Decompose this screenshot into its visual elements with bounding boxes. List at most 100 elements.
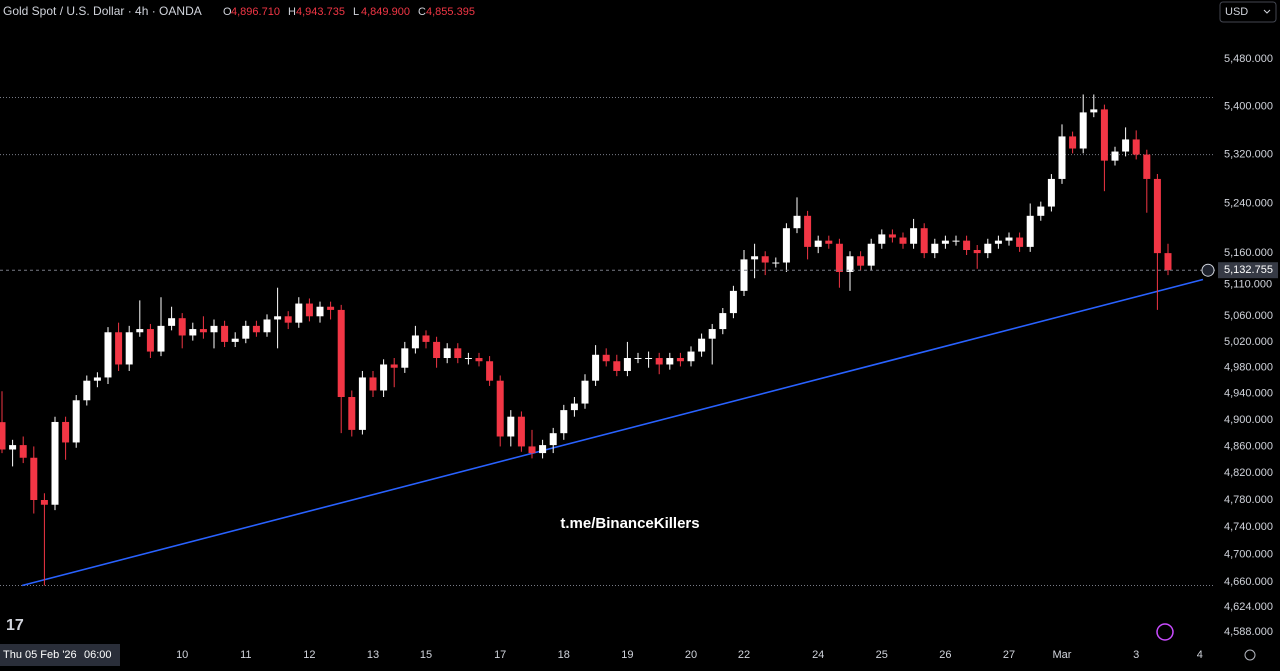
candle-body: [454, 348, 462, 359]
x-tick-label: 20: [685, 649, 697, 661]
candle-body: [751, 256, 759, 260]
candle-body: [687, 351, 695, 362]
candle-body: [1016, 237, 1024, 247]
ohlc-legend: O 4,896.710 H 4,943.735 L 4,849.900 C 4,855.395: [223, 6, 475, 18]
y-tick-label: 4,980.000: [1224, 362, 1273, 374]
candle-body: [888, 234, 896, 238]
candle-body: [708, 329, 716, 339]
y-tick-label: 4,940.000: [1224, 388, 1273, 400]
alert-icon[interactable]: [1156, 623, 1174, 641]
y-tick-label: 4,700.000: [1224, 548, 1273, 560]
candle-body: [920, 228, 928, 254]
candle-body: [464, 358, 472, 360]
candle-body: [83, 380, 91, 401]
dropdown-arrow: [1263, 9, 1271, 14]
settings-icon[interactable]: [1244, 649, 1256, 661]
x-tick-label: 17: [494, 649, 506, 661]
candle-body: [199, 329, 207, 333]
candle-body: [517, 416, 525, 447]
candle-body: [136, 329, 144, 333]
candle-body: [1164, 253, 1172, 271]
candle-body: [1079, 112, 1087, 149]
last-price-box: [1218, 262, 1278, 279]
x-tick-label: 10: [176, 649, 188, 661]
candle-body: [1132, 139, 1140, 155]
candle-body: [0, 422, 6, 450]
candle-body: [146, 329, 154, 352]
y-tick-label: 5,060.000: [1224, 310, 1273, 322]
candle-body: [507, 416, 515, 437]
candle-body: [433, 341, 441, 359]
y-tick-label: 4,588.000: [1224, 626, 1273, 638]
candle-body: [284, 316, 292, 323]
candle-body: [1037, 206, 1045, 216]
candle-body: [761, 256, 769, 263]
candle-body: [475, 358, 483, 362]
x-tick-label: 15: [420, 649, 432, 661]
candle-body: [825, 240, 833, 244]
logo: 17: [6, 617, 24, 634]
candle-body: [899, 237, 907, 244]
candle-body: [782, 228, 790, 263]
candle-body: [1100, 109, 1108, 161]
candle-body: [93, 377, 101, 381]
candle-body: [560, 410, 568, 434]
candle-body: [72, 400, 80, 443]
candle-body: [952, 240, 960, 242]
candle-body: [729, 290, 737, 314]
candle-body: [422, 335, 430, 342]
y-tick-label: 4,900.000: [1224, 414, 1273, 426]
ohlc-key: O: [223, 6, 232, 18]
ohlc-value: 4,849.900: [361, 6, 410, 18]
candle-body: [984, 243, 992, 254]
candle-body: [910, 228, 918, 244]
x-tick-label: 3: [1133, 649, 1139, 661]
candle-body: [401, 348, 409, 368]
candle-body: [337, 309, 345, 398]
y-tick-label: 5,480.000: [1224, 53, 1273, 65]
x-tick-label: 18: [558, 649, 570, 661]
candle-body: [570, 403, 578, 411]
candle-body: [496, 380, 504, 437]
candle-body: [698, 338, 706, 352]
y-tick-label: 4,820.000: [1224, 467, 1273, 479]
y-tick-label: 4,660.000: [1224, 576, 1273, 588]
x-tick-label: 19: [621, 649, 633, 661]
currency-button[interactable]: [1219, 1, 1277, 23]
candle-body: [125, 332, 133, 365]
candle-body: [252, 325, 260, 333]
candle-body: [634, 358, 642, 360]
candle-body: [973, 249, 981, 254]
candle-body: [666, 358, 674, 365]
chart-title: Gold Spot / U.S. Dollar · 4h · OANDA: [3, 4, 202, 18]
candle-body: [994, 240, 1002, 244]
candle-body: [242, 325, 250, 339]
candle-body: [846, 256, 854, 272]
candle-body: [1026, 215, 1034, 247]
x-tick-label: 4: [1197, 649, 1203, 661]
ohlc-key: C: [418, 6, 426, 18]
candle-body: [295, 303, 303, 323]
add-alert[interactable]: [1201, 263, 1215, 277]
candle-body: [772, 262, 780, 264]
trendline: [21, 278, 1204, 587]
ohlc-key: L: [353, 6, 359, 18]
x-tick-label: 11: [240, 649, 251, 661]
x-tick-label: 26: [939, 649, 951, 661]
candle-body: [1058, 136, 1066, 179]
candle-body: [857, 256, 865, 266]
y-tick-label: 4,780.000: [1224, 494, 1273, 506]
candle-body: [115, 332, 123, 365]
x-tick-label: 22: [738, 649, 750, 661]
crosshair-date: Thu 05 Feb '26: [3, 649, 77, 661]
y-tick-label: 4,740.000: [1224, 521, 1273, 533]
y-tick-label: 4,624.000: [1224, 601, 1273, 613]
candle-body: [358, 377, 366, 430]
candle-body: [539, 445, 547, 454]
candle-body: [305, 303, 313, 317]
candle-body: [1122, 139, 1130, 152]
y-tick-label: 5,240.000: [1224, 197, 1273, 209]
candle-body: [443, 348, 451, 359]
x-tick-label: Mar: [1053, 649, 1072, 661]
